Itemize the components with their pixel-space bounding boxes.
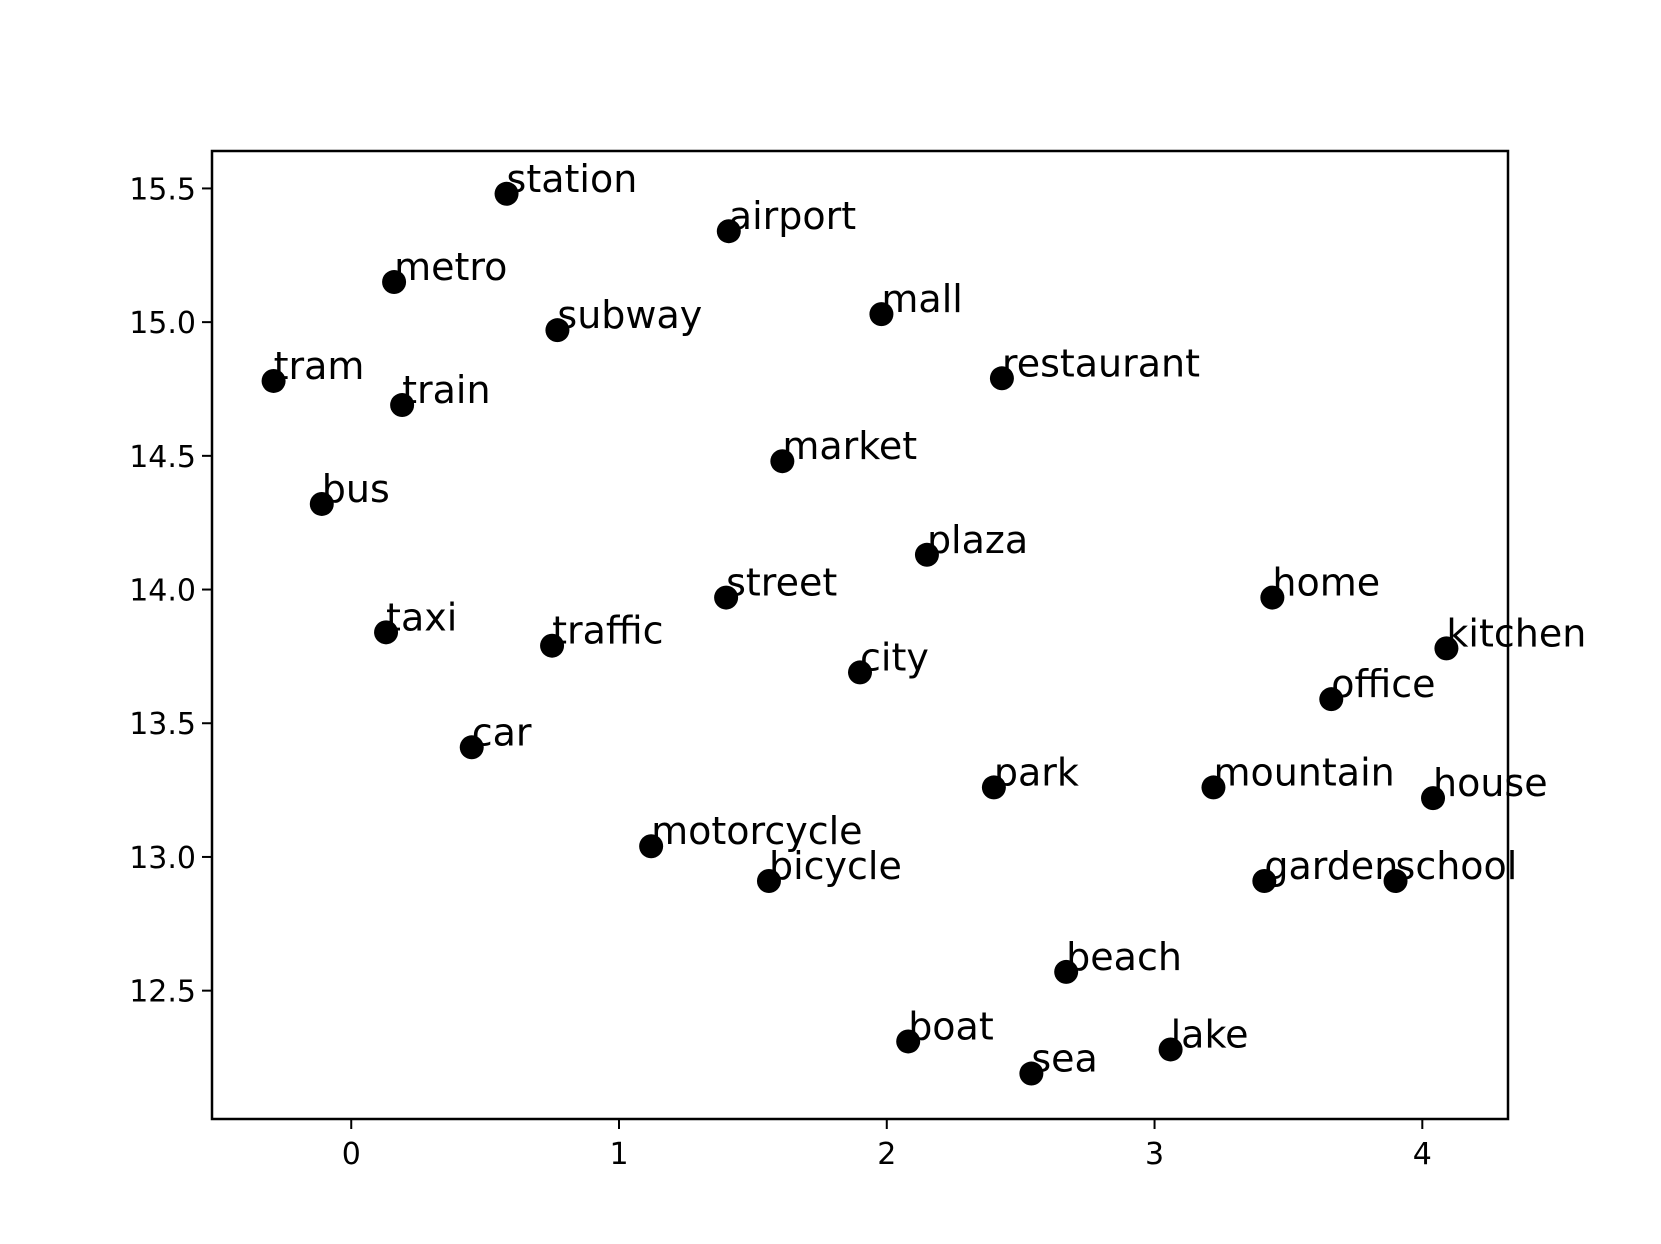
point-marker-office (1319, 687, 1344, 712)
point-label-motorcycle: motorcycle (651, 809, 862, 853)
point-marker-lake (1158, 1037, 1183, 1062)
point-marker-traffic (540, 633, 565, 658)
point-marker-city (848, 660, 872, 685)
point-marker-plaza (914, 542, 939, 567)
point-label-metro: metro (394, 245, 507, 289)
point-marker-street (714, 585, 739, 610)
point-label-train: train (402, 368, 490, 412)
point-marker-park (981, 775, 1006, 800)
point-marker-school (1383, 869, 1408, 894)
point-marker-train (390, 393, 415, 418)
point-marker-beach (1054, 959, 1079, 984)
point-label-tram: tram (274, 344, 365, 388)
point-label-boat: boat (908, 1004, 994, 1048)
point-marker-boat (896, 1029, 921, 1054)
point-label-airport: airport (729, 194, 856, 238)
point-marker-house (1421, 786, 1446, 811)
point-label-mountain: mountain (1213, 750, 1394, 794)
point-label-beach: beach (1066, 935, 1182, 979)
point-label-city: city (860, 635, 929, 679)
point-label-car: car (472, 710, 532, 754)
point-label-park: park (994, 750, 1079, 794)
point-label-kitchen: kitchen (1446, 611, 1586, 655)
point-label-plaza: plaza (927, 518, 1028, 562)
x-tick-label: 1 (609, 1137, 628, 1172)
y-tick-label: 13.0 (129, 841, 196, 876)
point-label-taxi: taxi (386, 595, 457, 639)
point-marker-tram (261, 368, 286, 393)
point-label-house: house (1433, 761, 1548, 805)
point-label-mall: mall (881, 277, 962, 321)
point-label-garden: garden (1264, 844, 1398, 888)
point-label-bus: bus (322, 467, 390, 511)
point-marker-mountain (1201, 775, 1226, 800)
y-tick-label: 14.0 (129, 574, 196, 609)
y-tick-label: 12.5 (129, 975, 196, 1010)
point-label-school: school (1396, 844, 1518, 888)
plot-frame (210, 149, 1510, 1121)
point-label-lake: lake (1171, 1012, 1249, 1056)
y-tick-label: 15.0 (129, 306, 196, 341)
point-marker-home (1260, 585, 1285, 610)
x-tick-label: 3 (1145, 1137, 1164, 1172)
point-label-bicycle: bicycle (769, 844, 902, 888)
y-axis: 12.5 13.0 13.5 14.0 14.5 15.0 15.5 (129, 172, 212, 1010)
point-label-traffic: traffic (552, 609, 663, 653)
point-marker-subway (545, 318, 570, 343)
y-tick-label: 13.5 (129, 707, 196, 742)
point-marker-airport (716, 219, 741, 244)
point-marker-metro (382, 270, 407, 295)
point-label-office: office (1331, 662, 1435, 706)
point-marker-mall (869, 302, 894, 327)
point-marker-bicycle (756, 869, 781, 894)
points-layer: station airport metro mall subway tram restaur… (261, 157, 1586, 1086)
x-axis: 0 1 2 3 4 (342, 1119, 1432, 1172)
point-marker-motorcycle (639, 834, 664, 859)
point-marker-garden (1252, 869, 1277, 894)
point-marker-restaurant (989, 366, 1014, 391)
point-marker-kitchen (1434, 636, 1459, 661)
y-tick-label: 15.5 (129, 172, 196, 207)
point-marker-sea (1019, 1061, 1044, 1086)
x-tick-label: 0 (342, 1137, 361, 1172)
point-label-station: station (507, 157, 638, 201)
point-label-home: home (1272, 561, 1380, 605)
point-marker-bus (309, 491, 334, 516)
point-label-market: market (782, 424, 917, 468)
x-tick-label: 2 (877, 1137, 896, 1172)
point-marker-market (770, 449, 795, 474)
point-label-subway: subway (557, 293, 702, 337)
x-tick-label: 4 (1413, 1137, 1432, 1172)
point-label-restaurant: restaurant (1002, 341, 1200, 385)
point-label-sea: sea (1031, 1037, 1097, 1081)
point-marker-taxi (374, 620, 399, 645)
y-tick-label: 14.5 (129, 440, 196, 475)
point-marker-car (459, 735, 484, 760)
point-label-street: street (726, 561, 837, 605)
point-marker-station (494, 181, 519, 206)
